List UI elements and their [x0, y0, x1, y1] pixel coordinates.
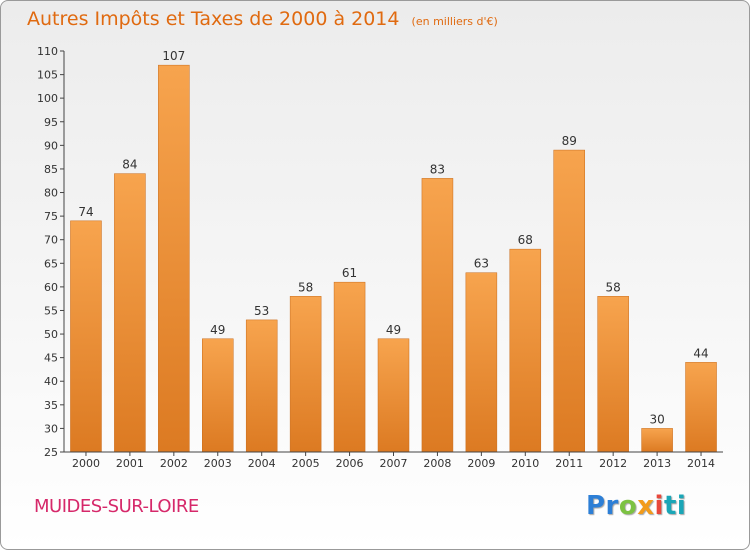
bar-value-label: 74 [78, 205, 93, 219]
y-tick-label: 90 [44, 139, 58, 152]
bar-2003 [202, 338, 234, 453]
logo-part-4: i [654, 491, 664, 521]
bar-2000 [70, 220, 102, 453]
bar-2014 [685, 362, 717, 453]
proxiti-logo: Proxiti [586, 491, 686, 521]
x-tick-label: 2011 [555, 457, 583, 470]
bar-2006 [333, 281, 366, 453]
bar-value-label: 83 [430, 162, 445, 176]
bar-2004 [245, 319, 278, 453]
bar-2007 [377, 338, 410, 453]
y-tick-label: 95 [44, 116, 58, 129]
x-tick-label: 2001 [116, 457, 144, 470]
bar-value-label: 63 [474, 257, 489, 271]
y-tick-label: 70 [44, 234, 58, 247]
x-tick-label: 2014 [687, 457, 715, 470]
x-tick-label: 2005 [292, 457, 320, 470]
y-axis: 25 30 35 40 45 50 55 60 65 70 75 80 85 90 95 100 105 110 [37, 45, 65, 459]
y-tick-label: 80 [44, 187, 58, 200]
x-axis: 2000 2001 2002 2003 2004 2005 2006 2007 2008 2009… [64, 451, 723, 470]
bar-2001 [114, 173, 146, 453]
city-name: MUIDES-SUR-LOIRE [34, 496, 199, 517]
y-tick-label: 45 [44, 352, 58, 365]
bar-2008 [421, 178, 454, 453]
bar-2013 [641, 428, 673, 453]
bar-2011 [553, 149, 585, 453]
bar-value-label: 89 [562, 134, 577, 148]
bars-group: 74 84 107 49 53 58 61 49 83 63 68 89 58 30 44 [70, 49, 717, 453]
bar-value-label: 30 [649, 412, 664, 426]
x-tick-label: 2002 [160, 457, 188, 470]
y-tick-label: 65 [44, 257, 58, 270]
bar-value-label: 53 [254, 304, 269, 318]
x-tick-label: 2006 [336, 457, 364, 470]
y-tick-label: 40 [44, 375, 58, 388]
bar-value-label: 107 [162, 49, 185, 63]
chart-title: Autres Impôts et Taxes de 2000 à 2014 (e… [27, 8, 498, 30]
x-tick-label: 2004 [248, 457, 276, 470]
bar-2010 [509, 248, 542, 453]
y-tick-label: 85 [44, 163, 58, 176]
bar-value-label: 44 [693, 346, 708, 360]
bar-2005 [289, 296, 322, 453]
y-tick-label: 100 [37, 92, 58, 105]
y-tick-label: 50 [44, 328, 58, 341]
chart-subtitle: (en milliers d'€) [411, 15, 498, 28]
logo-part-3: x [637, 491, 655, 521]
bar-2002 [158, 64, 190, 453]
x-tick-label: 2003 [204, 457, 232, 470]
y-tick-label: 55 [44, 304, 58, 317]
x-tick-label: 2013 [643, 457, 671, 470]
logo-part-5: ti [663, 491, 687, 521]
y-tick-label: 25 [44, 446, 58, 459]
y-tick-label: 75 [44, 210, 58, 223]
y-tick-label: 35 [44, 399, 58, 412]
bar-value-label: 49 [386, 323, 401, 337]
bar-value-label: 61 [342, 266, 357, 280]
bar-value-label: 49 [210, 323, 225, 337]
x-tick-label: 2008 [423, 457, 451, 470]
x-tick-label: 2000 [72, 457, 100, 470]
x-tick-label: 2007 [380, 457, 408, 470]
logo-part-1: Pr [586, 491, 619, 521]
logo-part-2: o [618, 491, 638, 521]
bar-2009 [465, 272, 498, 453]
x-tick-label: 2012 [599, 457, 627, 470]
bar-2012 [597, 296, 629, 453]
bar-value-label: 58 [298, 280, 313, 294]
bar-value-label: 68 [518, 233, 533, 247]
y-tick-label: 30 [44, 422, 58, 435]
bar-value-label: 58 [606, 280, 621, 294]
chart-title-text: Autres Impôts et Taxes de 2000 à 2014 [27, 8, 400, 30]
y-tick-label: 110 [37, 45, 58, 58]
bar-value-label: 84 [122, 158, 137, 172]
y-tick-label: 60 [44, 281, 58, 294]
x-tick-label: 2010 [511, 457, 539, 470]
x-tick-label: 2009 [467, 457, 495, 470]
y-tick-label: 105 [37, 69, 58, 82]
